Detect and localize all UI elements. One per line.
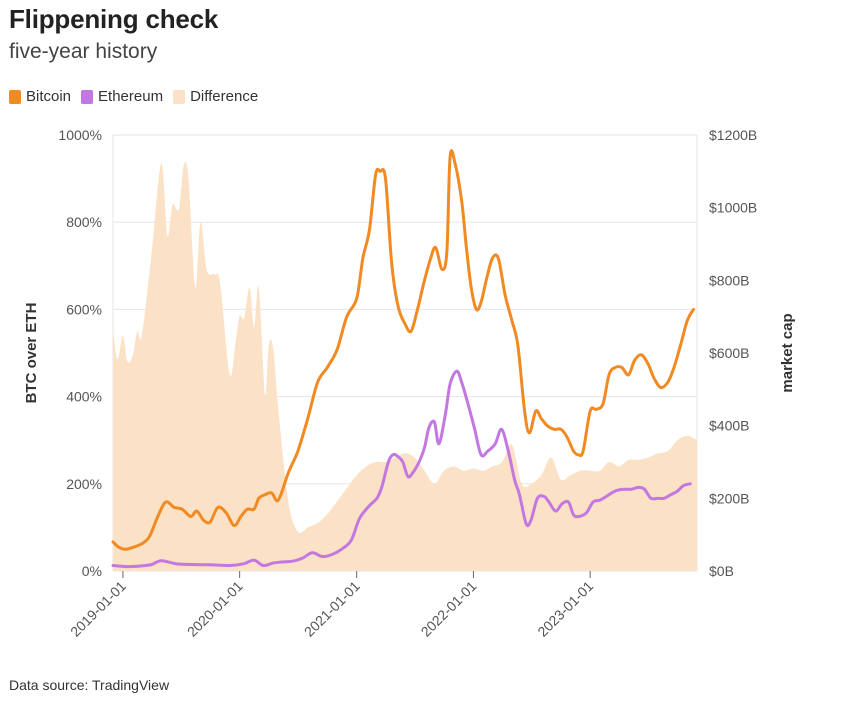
series-difference-area [113, 162, 697, 571]
x-tick-label: 2021-01-01 [301, 578, 363, 640]
y-tick-right: $800B [709, 272, 749, 288]
y-tick-left: 800% [66, 214, 102, 230]
x-tick-label: 2019-01-01 [67, 578, 129, 640]
y-tick-left: 200% [66, 476, 102, 492]
legend-item-ethereum[interactable]: Ethereum [81, 88, 163, 105]
y-axis-label-right: market cap [779, 313, 796, 392]
y-tick-left: 0% [82, 563, 102, 579]
chart-subtitle: five-year history [9, 40, 158, 63]
chart-title: Flippening check [9, 4, 219, 34]
x-tick-label: 2022-01-01 [418, 578, 480, 640]
y-tick-right: $0B [709, 563, 734, 579]
y-tick-right: $600B [709, 345, 749, 361]
legend-item-difference[interactable]: Difference [173, 88, 258, 105]
x-tick-label: 2023-01-01 [534, 578, 596, 640]
y-axis-label-left: BTC over ETH [23, 303, 40, 404]
data-source: Data source: TradingView [9, 677, 170, 693]
x-tick-label: 2020-01-01 [184, 578, 246, 640]
legend-item-bitcoin[interactable]: Bitcoin [9, 88, 71, 105]
y-tick-right: $200B [709, 490, 749, 506]
series-bitcoin-line [111, 149, 695, 551]
y-tick-right: $1000B [709, 200, 757, 216]
series-ethereum-line [111, 369, 692, 569]
legend-swatch-difference [173, 89, 186, 104]
series-lines [111, 149, 695, 569]
y-tick-left: 400% [66, 389, 102, 405]
y-tick-left: 600% [66, 301, 102, 317]
legend-swatch-bitcoin [9, 89, 21, 104]
legend-swatch-ethereum [81, 89, 94, 104]
series-area [113, 162, 697, 571]
y-tick-left: 1000% [58, 127, 102, 143]
legend-label-difference: Difference [190, 88, 259, 105]
y-tick-right: $1200B [709, 127, 757, 143]
legend-label-ethereum: Ethereum [98, 88, 164, 105]
y-tick-right: $400B [709, 418, 749, 434]
legend: Bitcoin Ethereum Difference [9, 88, 268, 105]
legend-label-bitcoin: Bitcoin [26, 88, 72, 105]
